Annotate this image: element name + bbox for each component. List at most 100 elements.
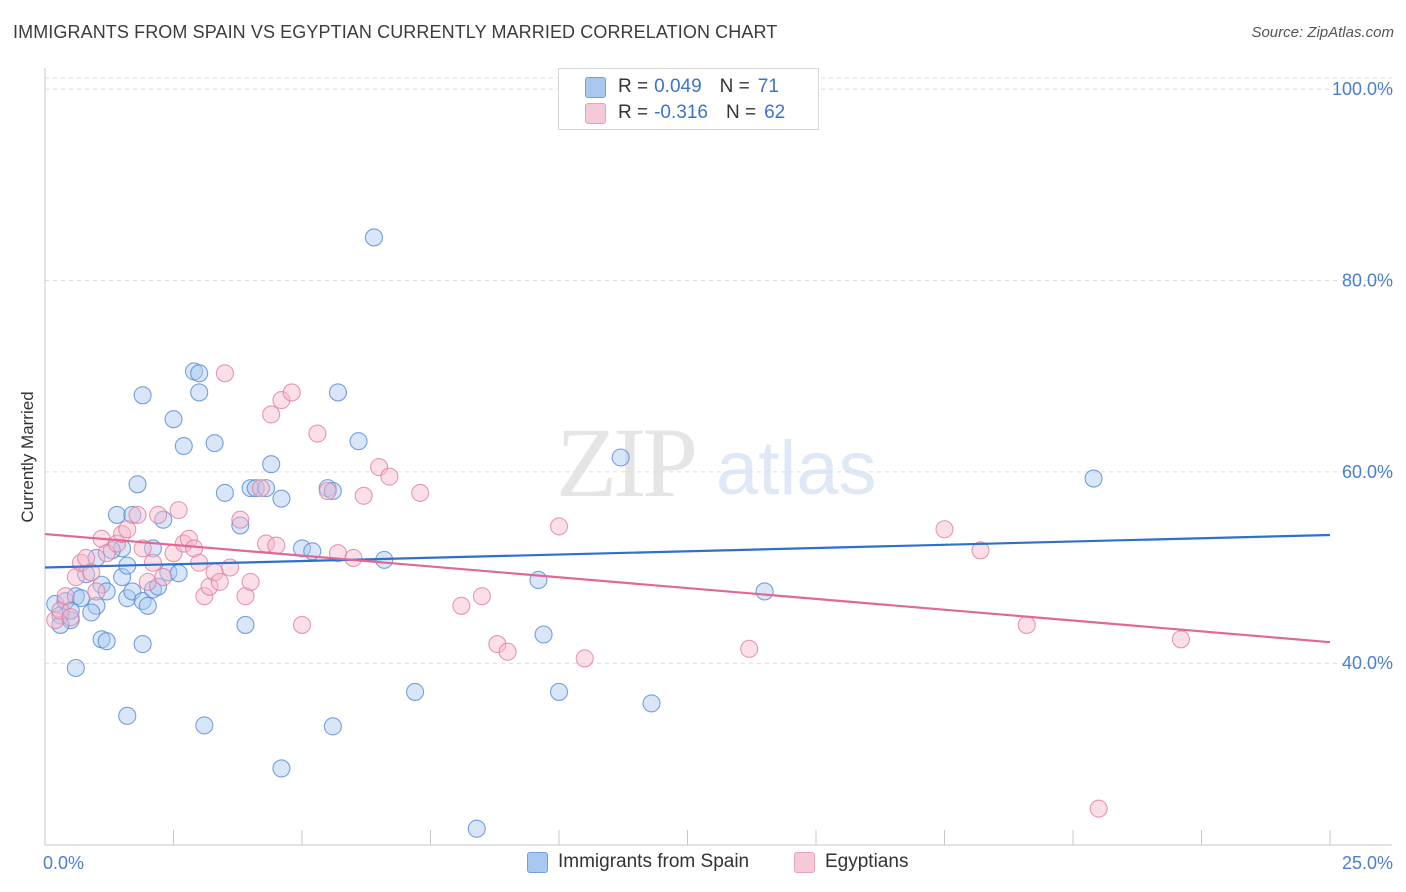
bottom-legend-spain: Immigrants from Spain (527, 851, 749, 873)
data-point (323, 717, 342, 736)
legend-r-value: -0.316 (654, 102, 708, 123)
data-point (971, 541, 990, 560)
data-point (256, 479, 276, 498)
series-egyptians (46, 364, 1190, 818)
data-point (411, 483, 430, 502)
data-point (215, 483, 234, 502)
trend-lines (44, 532, 1331, 644)
y-tick-label: 40.0% (1342, 653, 1393, 673)
data-point (262, 405, 281, 424)
data-point (262, 455, 281, 474)
data-point (138, 572, 157, 591)
legend-n-label: N = (719, 76, 750, 97)
data-point (205, 434, 224, 453)
data-point (113, 524, 132, 544)
data-point (292, 539, 312, 558)
data-point (174, 436, 193, 456)
data-point (190, 364, 209, 383)
data-point (87, 582, 106, 601)
data-point (549, 682, 569, 701)
data-point (251, 479, 270, 498)
axes (44, 68, 1392, 846)
data-point (236, 587, 255, 606)
data-point (82, 563, 101, 582)
data-point (133, 539, 152, 558)
data-point (133, 386, 152, 405)
data-point (318, 481, 337, 501)
trend-line (44, 533, 1331, 569)
data-point (113, 568, 132, 587)
data-point (220, 558, 240, 577)
data-point (1017, 615, 1036, 634)
data-point (1089, 799, 1108, 818)
data-point (1084, 469, 1103, 488)
legend-n-label: N = (725, 102, 757, 123)
data-point (71, 589, 91, 608)
data-point (611, 448, 630, 467)
correlation-legend: R = 0.049 N = 71 R = -0.316 N = 62 (558, 68, 819, 130)
chart-title: IMMIGRANTS FROM SPAIN VS EGYPTIAN CURREN… (13, 22, 778, 42)
data-point (200, 577, 219, 596)
data-point (128, 505, 147, 524)
legend-r-label: R = (618, 102, 649, 123)
data-point (488, 635, 507, 654)
data-point (61, 608, 80, 627)
data-point (190, 383, 209, 402)
data-point (46, 611, 65, 630)
data-point (1171, 630, 1190, 649)
data-point (231, 510, 250, 529)
legend-row-egyptians: R = -0.316 N = 62 (559, 100, 785, 126)
bottom-legend-swatch-egyptians (794, 851, 815, 873)
data-point (143, 553, 162, 572)
legend-n-value: 71 (757, 76, 779, 97)
data-point (267, 536, 286, 555)
data-point (642, 694, 661, 713)
data-point (215, 364, 234, 383)
legend-r-label: R = (618, 76, 649, 97)
data-point (82, 603, 101, 622)
data-point (241, 572, 260, 591)
bottom-legend-egyptians: Egyptians (794, 851, 908, 873)
data-point (272, 759, 291, 778)
data-point (344, 548, 363, 568)
data-point (51, 601, 70, 620)
legend-swatch-spain (585, 76, 606, 98)
data-point (123, 505, 142, 524)
bottom-legend-label-spain: Immigrants from Spain (558, 851, 750, 872)
chart-source: Source: ZipAtlas.com (1251, 24, 1394, 41)
data-point (97, 632, 116, 651)
y-tick-label: 80.0% (1342, 270, 1393, 290)
data-point (195, 716, 214, 735)
data-point (66, 658, 85, 678)
data-point (107, 505, 127, 524)
data-point (364, 228, 384, 247)
data-point (241, 479, 260, 498)
watermark-atlas: atlas (716, 426, 877, 511)
trend-line (44, 532, 1331, 644)
data-point (406, 682, 425, 701)
data-point (128, 475, 147, 494)
data-point (169, 501, 188, 520)
data-point (575, 649, 594, 668)
bottom-legend-swatch-spain (527, 851, 548, 873)
data-point (354, 486, 373, 505)
data-point (61, 601, 80, 620)
data-point (292, 615, 312, 634)
data-point (282, 383, 301, 402)
data-point (236, 615, 255, 634)
data-point (534, 625, 553, 644)
data-point (380, 467, 399, 486)
data-point (118, 520, 137, 539)
data-point (498, 642, 517, 661)
data-point (133, 635, 152, 654)
data-point (56, 591, 75, 611)
data-point (231, 516, 250, 535)
data-point (272, 489, 291, 508)
x-tick-label: 25.0% (1342, 853, 1393, 873)
bottom-legend-label-egyptians: Egyptians (825, 851, 909, 872)
data-point (56, 587, 75, 606)
data-point (174, 534, 193, 553)
data-point (154, 568, 173, 587)
data-point (51, 615, 70, 634)
